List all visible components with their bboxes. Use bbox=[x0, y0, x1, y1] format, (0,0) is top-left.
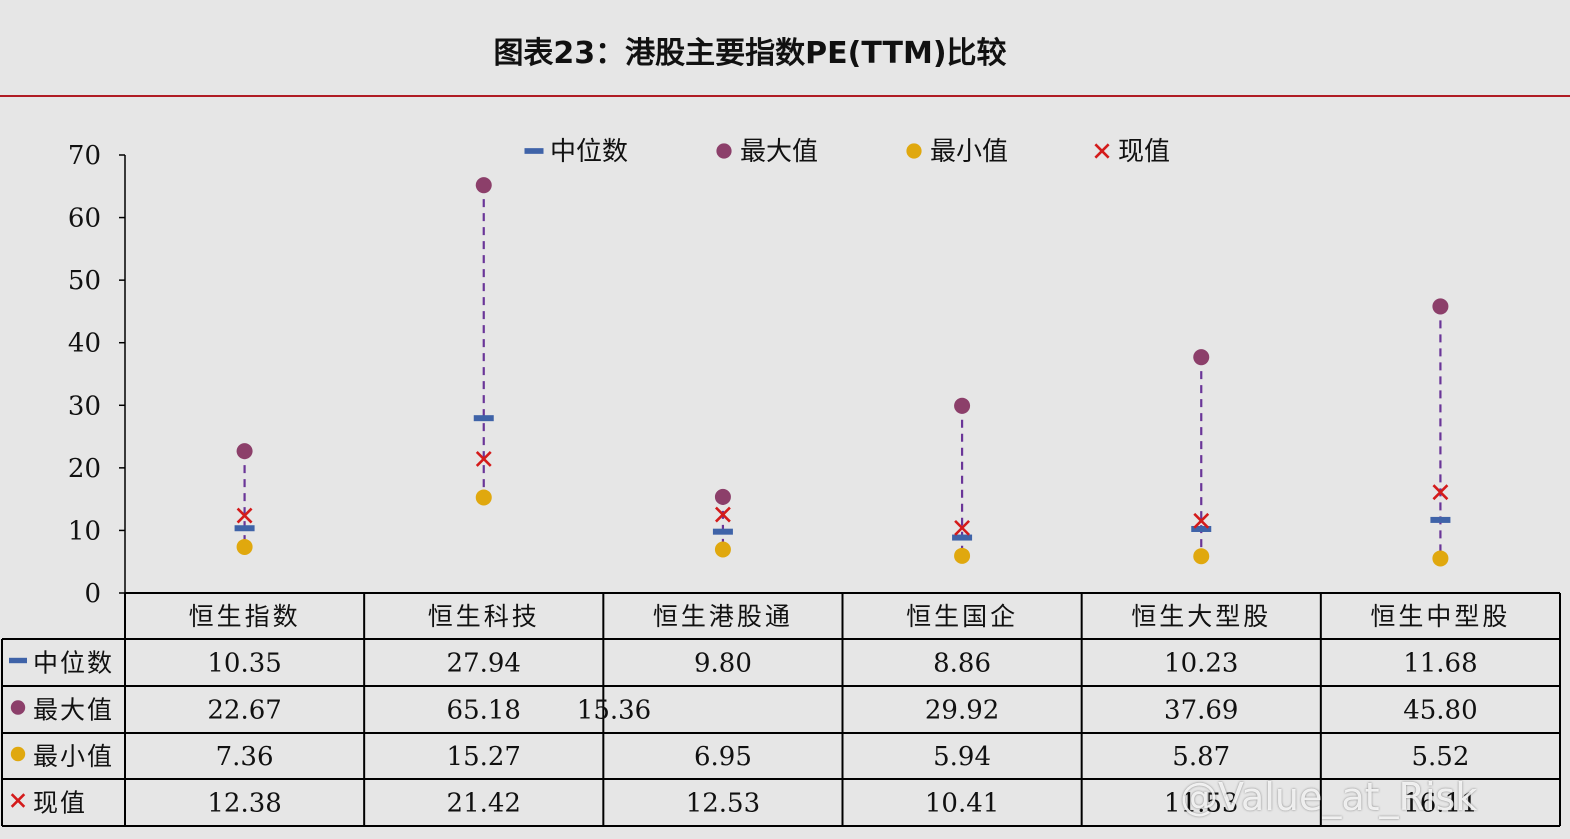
table-cell-value: 37.69 bbox=[1164, 696, 1238, 726]
data-marks bbox=[234, 177, 1451, 567]
cross-stroke bbox=[1094, 143, 1110, 159]
median-mark bbox=[473, 415, 494, 422]
table-cell-value: 11.68 bbox=[1403, 649, 1477, 679]
median-mark bbox=[234, 525, 255, 532]
y-tick-label: 50 bbox=[68, 266, 101, 296]
table-cell-value: 10.35 bbox=[207, 649, 281, 679]
max-point bbox=[1193, 349, 1210, 366]
table-cell-value: 65.18 bbox=[447, 696, 521, 726]
table-cell-value: 5.87 bbox=[1172, 742, 1230, 772]
table-cell-value: 6.95 bbox=[694, 742, 752, 772]
row-marker-1 bbox=[9, 657, 27, 664]
y-tick-label: 0 bbox=[84, 579, 101, 609]
table-cell-value: 7.36 bbox=[216, 742, 274, 772]
cross-stroke bbox=[714, 506, 731, 523]
table-cell-value: 12.38 bbox=[207, 789, 281, 819]
median-mark bbox=[712, 528, 733, 535]
legend-label: 最小值 bbox=[930, 137, 1008, 167]
category-label: 恒生指数 bbox=[189, 602, 301, 631]
table-cell-value: 16.11 bbox=[1403, 789, 1477, 819]
table-cell-value: 22.67 bbox=[207, 696, 281, 726]
legend: 中位数 最大值 最小值 现值 bbox=[524, 137, 1170, 167]
row-marker-3 bbox=[10, 746, 26, 762]
table-cell-value: 12.53 bbox=[686, 789, 760, 819]
table-cell-value: 5.94 bbox=[933, 742, 991, 772]
chart-title: 图表23：港股主要指数PE(TTM)比较 bbox=[493, 36, 1007, 71]
min-point bbox=[1193, 548, 1210, 565]
legend-marker-1 bbox=[524, 148, 544, 154]
max-point bbox=[714, 488, 731, 505]
max-point bbox=[236, 443, 253, 460]
cross-stroke bbox=[475, 451, 492, 467]
category-label: 恒生科技 bbox=[428, 602, 540, 631]
y-tick-label: 60 bbox=[68, 204, 101, 234]
y-tick-label: 70 bbox=[68, 141, 101, 171]
legend-label: 中位数 bbox=[550, 137, 628, 167]
table-cell-value: 10.41 bbox=[925, 789, 999, 819]
max-point bbox=[1432, 298, 1449, 315]
min-point bbox=[954, 547, 971, 564]
range-lines bbox=[243, 185, 1442, 559]
cross-stroke bbox=[1193, 512, 1210, 529]
legend-marker-2 bbox=[716, 143, 732, 159]
current-mark bbox=[236, 507, 253, 524]
row-label: 中位数 bbox=[33, 649, 114, 678]
title-rule bbox=[0, 95, 1570, 97]
row-marker-4 bbox=[10, 793, 26, 808]
table-cell-value: 15.36 bbox=[577, 696, 651, 726]
legend-marker-3 bbox=[906, 143, 922, 159]
current-mark bbox=[1432, 484, 1449, 501]
median-mark bbox=[952, 534, 973, 541]
watermark-text: @Value_at_Risk bbox=[1180, 775, 1478, 819]
y-tick-label: 10 bbox=[68, 516, 101, 546]
cross-stroke bbox=[236, 507, 253, 524]
category-label: 恒生港股通 bbox=[653, 602, 793, 631]
current-mark bbox=[714, 506, 731, 523]
axis-layer: 0 10 20 30 40 50 60 70 bbox=[68, 141, 126, 609]
legend-label: 现值 bbox=[1118, 137, 1170, 167]
y-tick-label: 40 bbox=[68, 329, 101, 359]
table-cell-value: 11.53 bbox=[1164, 789, 1238, 819]
legend-marker-4 bbox=[1094, 143, 1110, 159]
table-cell-value: 45.80 bbox=[1403, 696, 1477, 726]
current-mark bbox=[475, 451, 492, 467]
cross-stroke bbox=[954, 519, 971, 536]
cross-stroke bbox=[10, 793, 26, 808]
min-point bbox=[1432, 550, 1449, 567]
category-label: 恒生大型股 bbox=[1131, 602, 1271, 631]
row-label: 最大值 bbox=[33, 696, 114, 725]
current-mark bbox=[1193, 512, 1210, 529]
median-mark bbox=[1191, 525, 1212, 532]
table-cell-value: 5.52 bbox=[1411, 742, 1469, 772]
table-cell-value: 9.80 bbox=[694, 649, 752, 679]
table-cell-value: 27.94 bbox=[447, 649, 521, 679]
max-point bbox=[475, 177, 492, 194]
category-label: 恒生国企 bbox=[906, 602, 1018, 631]
min-point bbox=[714, 541, 731, 558]
row-label: 最小值 bbox=[33, 742, 114, 771]
cross-stroke bbox=[1432, 484, 1449, 501]
table-cell-value: 8.86 bbox=[933, 649, 991, 679]
legend-label: 最大值 bbox=[740, 137, 818, 167]
row-marker-2 bbox=[10, 700, 26, 715]
table-cell-value: 21.42 bbox=[447, 789, 521, 819]
min-point bbox=[475, 489, 492, 506]
current-mark bbox=[954, 519, 971, 536]
min-point bbox=[236, 538, 253, 555]
y-tick-label: 20 bbox=[68, 454, 101, 484]
y-tick-label: 30 bbox=[68, 391, 101, 421]
max-point bbox=[954, 397, 971, 414]
table-cell-value: 10.23 bbox=[1164, 649, 1238, 679]
category-label: 恒生中型股 bbox=[1370, 602, 1510, 631]
table-cell-value: 29.92 bbox=[925, 696, 999, 726]
table-cell-value: 15.27 bbox=[447, 742, 521, 772]
row-label: 现值 bbox=[33, 789, 87, 818]
median-mark bbox=[1430, 516, 1451, 523]
